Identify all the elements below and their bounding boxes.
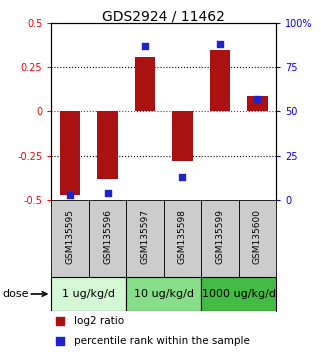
Bar [239, 200, 276, 277]
Point [255, 96, 260, 102]
Bar [51, 200, 89, 277]
Bar [89, 200, 126, 277]
Bar [126, 277, 201, 311]
Point [67, 192, 73, 198]
Bar [172, 112, 193, 161]
Bar [201, 277, 276, 311]
Point [105, 190, 110, 196]
Point [58, 318, 63, 324]
Text: GSM135599: GSM135599 [215, 209, 224, 264]
Bar [247, 96, 268, 112]
Point [143, 43, 148, 49]
Bar [201, 200, 239, 277]
Bar [210, 50, 230, 112]
Bar [164, 200, 201, 277]
Text: log2 ratio: log2 ratio [74, 316, 124, 326]
Bar [51, 277, 126, 311]
Text: GSM135595: GSM135595 [65, 209, 74, 264]
Bar [126, 200, 164, 277]
Text: 1 ug/kg/d: 1 ug/kg/d [62, 289, 115, 299]
Point [58, 338, 63, 343]
Point [180, 174, 185, 180]
Text: GSM135600: GSM135600 [253, 209, 262, 264]
Bar [97, 112, 118, 179]
Bar [60, 112, 80, 195]
Title: GDS2924 / 11462: GDS2924 / 11462 [102, 9, 225, 23]
Text: GSM135596: GSM135596 [103, 209, 112, 264]
Bar [135, 57, 155, 112]
Text: percentile rank within the sample: percentile rank within the sample [74, 336, 250, 346]
Text: dose: dose [2, 289, 47, 299]
Text: GSM135598: GSM135598 [178, 209, 187, 264]
Text: 10 ug/kg/d: 10 ug/kg/d [134, 289, 194, 299]
Point [217, 41, 222, 47]
Text: 1000 ug/kg/d: 1000 ug/kg/d [202, 289, 276, 299]
Text: GSM135597: GSM135597 [141, 209, 150, 264]
